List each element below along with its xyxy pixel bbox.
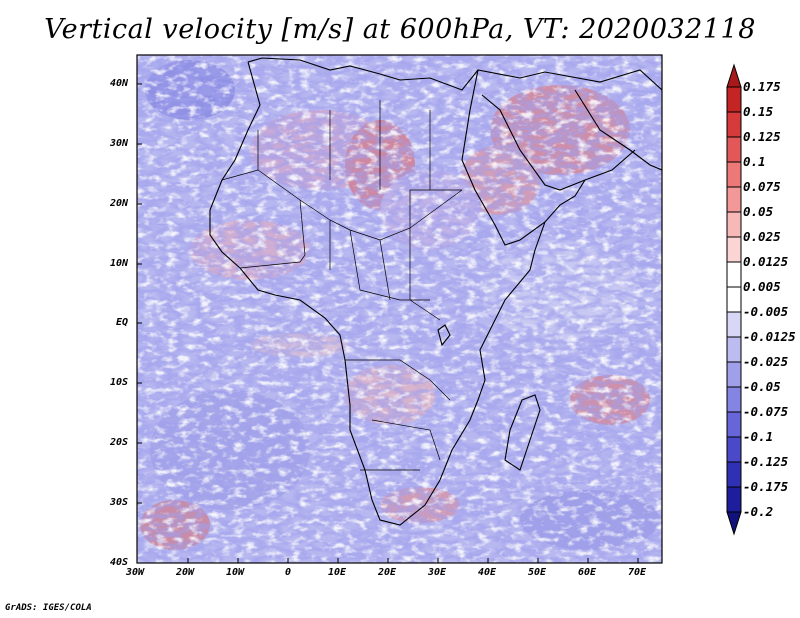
colorbar-label: -0.0125 <box>743 329 796 344</box>
colorbar-box <box>726 111 742 138</box>
colorbar-box <box>726 261 742 288</box>
colorbar-max-triangle <box>726 63 742 88</box>
lat-label: 40S <box>110 557 129 568</box>
colorbar-box <box>726 361 742 388</box>
lon-label: 70E <box>628 567 647 578</box>
colorbar-label: -0.05 <box>743 379 781 394</box>
plot-frame <box>136 54 663 564</box>
colorbar-box <box>726 336 742 363</box>
colorbar-label: 0.075 <box>743 179 781 194</box>
coastlines <box>209 57 662 526</box>
lon-label: 50E <box>528 567 547 578</box>
lon-label: 10W <box>226 567 245 578</box>
colorbar-label: 0.0125 <box>743 254 789 269</box>
lat-label: 20S <box>110 437 129 448</box>
colorbar-box <box>726 461 742 488</box>
colorbar-label: -0.025 <box>743 354 789 369</box>
colorbar-box <box>726 86 742 113</box>
colorbar-box <box>726 211 742 238</box>
colorbar-label: 0.15 <box>743 104 774 119</box>
colorbar-label: -0.125 <box>743 454 789 469</box>
lon-label: 10E <box>328 567 347 578</box>
colorbar-boxes <box>726 63 742 536</box>
colorbar-box <box>726 161 742 188</box>
lat-label: 40N <box>110 78 129 89</box>
footer-credit: GrADS: IGES/COLA <box>5 603 92 613</box>
lat-label: 30S <box>110 497 129 508</box>
lat-label: 30N <box>110 138 129 149</box>
lon-label: 20E <box>378 567 397 578</box>
lon-label: 30W <box>126 567 145 578</box>
lat-label: 10S <box>110 377 129 388</box>
colorbar-box <box>726 136 742 163</box>
lat-label: EQ <box>116 317 129 328</box>
colorbar-label: 0.05 <box>743 204 774 219</box>
colorbar-box <box>726 286 742 313</box>
colorbar-box <box>726 411 742 438</box>
colorbar-label: 0.125 <box>743 129 781 144</box>
lon-label: 0 <box>285 567 292 578</box>
colorbar-label: 0.1 <box>743 154 766 169</box>
country-borders <box>221 100 463 471</box>
chart-title: Vertical velocity [m/s] at 600hPa, VT: 2… <box>44 14 756 45</box>
colorbar-label: 0.175 <box>743 79 781 94</box>
lon-label: 30E <box>428 567 447 578</box>
colorbar-label: 0.025 <box>743 229 781 244</box>
colorbar-box <box>726 311 742 338</box>
lat-label: 10N <box>110 258 129 269</box>
lat-label: 20N <box>110 198 129 209</box>
lon-label: 40E <box>478 567 497 578</box>
colorbar-box <box>726 386 742 413</box>
colorbar-label: -0.005 <box>743 304 789 319</box>
colorbar-box <box>726 486 742 513</box>
colorbar-label: -0.2 <box>743 504 774 519</box>
lon-label: 20W <box>176 567 195 578</box>
colorbar-label: -0.1 <box>743 429 774 444</box>
colorbar-min-triangle <box>726 511 742 536</box>
colorbar-label: -0.175 <box>743 479 789 494</box>
lon-label: 60E <box>578 567 597 578</box>
colorbar-box <box>726 236 742 263</box>
colorbar-label: 0.005 <box>743 279 781 294</box>
field-layer <box>137 55 662 563</box>
colorbar-box <box>726 436 742 463</box>
colorbar-box <box>726 186 742 213</box>
colorbar-label: -0.075 <box>743 404 789 419</box>
axis-ticks <box>137 83 639 563</box>
